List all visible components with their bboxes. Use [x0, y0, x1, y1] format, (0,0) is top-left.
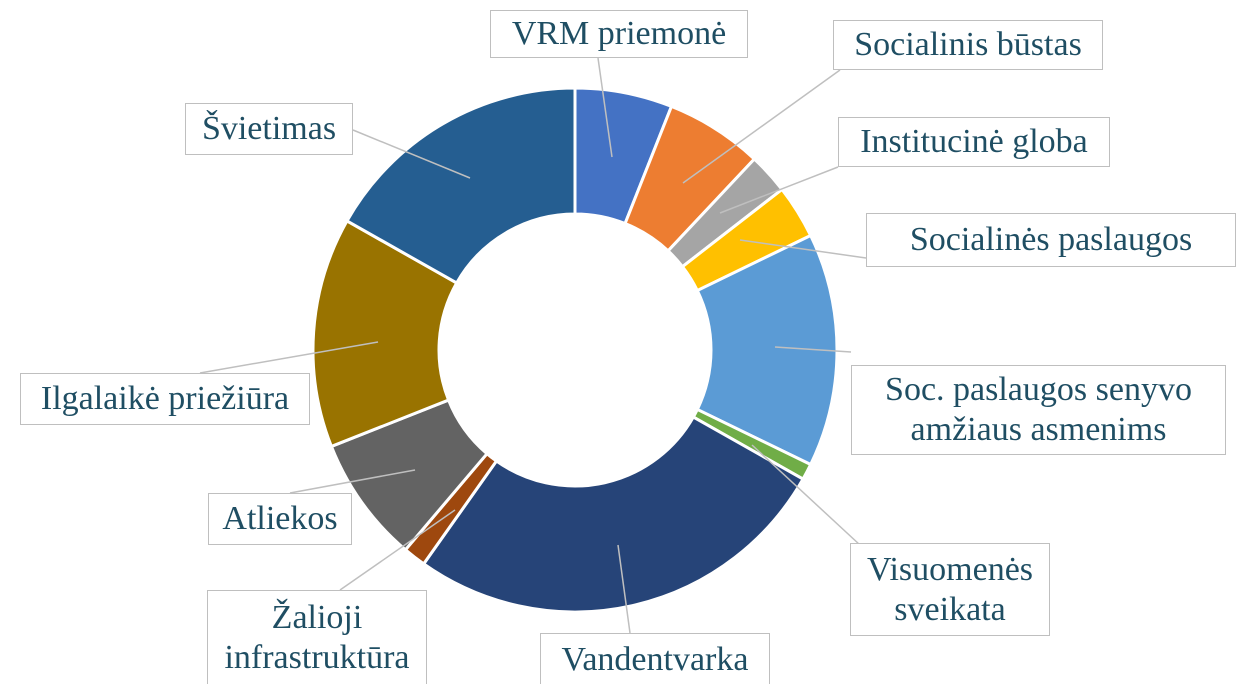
data-label: VRM priemonė [490, 10, 748, 58]
leader-line [199, 341, 379, 374]
data-label: Ilgalaikė priežiūra [20, 373, 310, 425]
data-label: Vandentvarka [540, 633, 770, 684]
leader-line [719, 166, 839, 214]
data-label: Soc. paslaugos senyvo amžiaus asmenims [851, 365, 1226, 455]
leader-line [339, 509, 456, 591]
data-label: Žalioji infrastruktūra [207, 590, 427, 684]
data-label: Atliekos [208, 493, 352, 545]
leader-line [774, 346, 852, 353]
leader-line [352, 129, 471, 179]
leader-line [682, 69, 841, 184]
data-label: Visuomenės sveikata [850, 543, 1050, 636]
data-label: Socialinis būstas [833, 20, 1103, 70]
leader-line [739, 239, 867, 259]
leader-line [289, 469, 416, 494]
data-label: Socialinės paslaugos [866, 213, 1236, 267]
data-label: Švietimas [185, 103, 353, 155]
slice [695, 233, 839, 467]
slice [344, 86, 577, 286]
leader-line [617, 544, 631, 634]
leader-line [751, 444, 861, 546]
leader-line [597, 57, 613, 158]
slice [311, 218, 459, 449]
data-label: Institucinė globa [838, 117, 1110, 167]
slice [421, 414, 806, 614]
